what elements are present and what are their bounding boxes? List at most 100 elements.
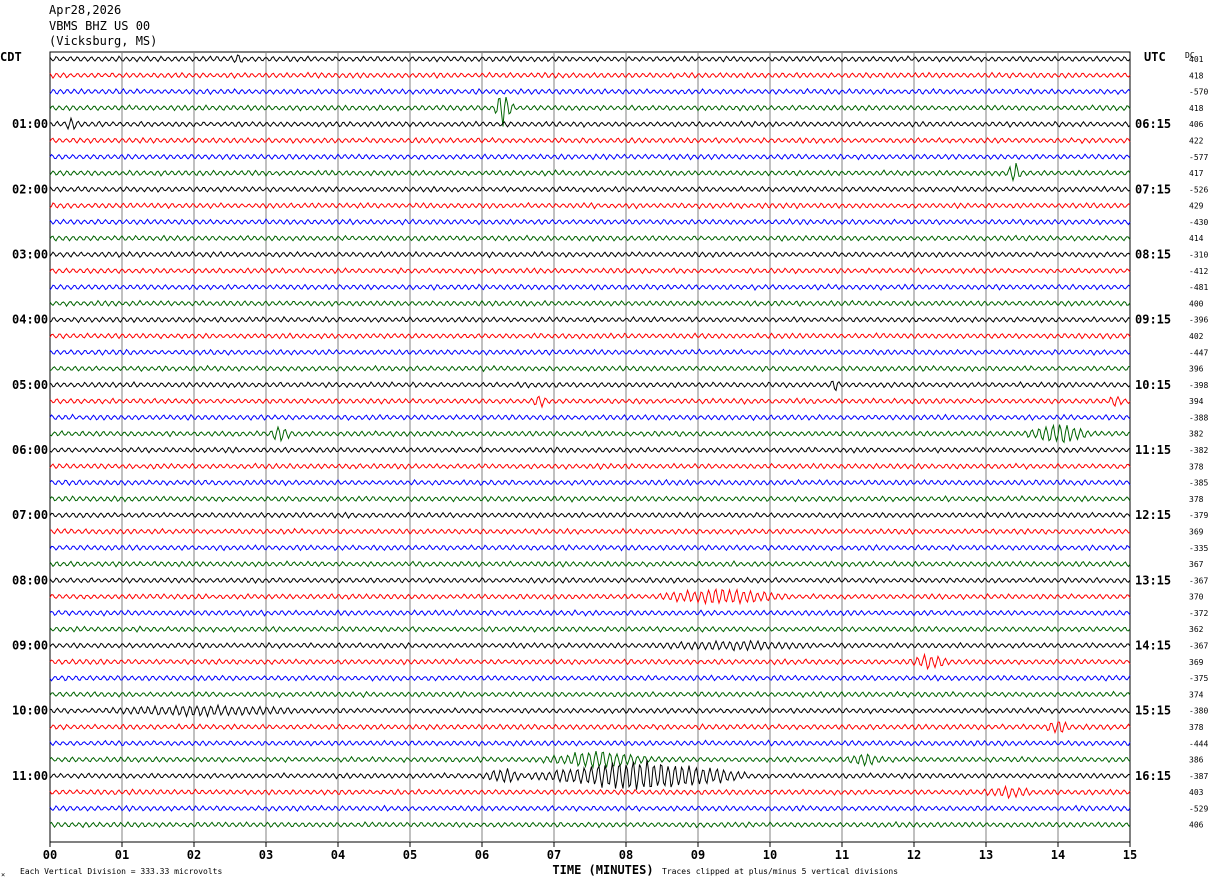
dc-offset-label: -372 [1189, 609, 1208, 618]
x-tick-label: 05 [403, 848, 417, 862]
dc-offset-label: -430 [1189, 218, 1208, 227]
dc-offset-label: -529 [1189, 804, 1208, 813]
seismic-trace [49, 720, 1131, 734]
dc-offset-label: -577 [1189, 153, 1208, 162]
x-tick-label: 02 [187, 848, 201, 862]
dc-offset-label: -380 [1189, 707, 1208, 716]
dc-offset-label: 418 [1189, 71, 1204, 80]
dc-offset-label: -310 [1189, 251, 1208, 260]
dc-offset-label: 382 [1189, 430, 1204, 439]
right-hour-label: 11:15 [1135, 443, 1171, 457]
seismic-trace [49, 560, 1131, 568]
x-tick-label: 09 [691, 848, 705, 862]
seismic-trace [49, 283, 1131, 291]
dc-offset-label: -335 [1189, 544, 1208, 553]
dc-offset-label: 403 [1189, 788, 1204, 797]
seismic-trace [49, 652, 1131, 671]
dc-offset-label: 406 [1189, 120, 1204, 129]
right-hour-label: 10:15 [1135, 378, 1171, 392]
left-timezone-label: CDT [0, 50, 22, 64]
x-axis-title: TIME (MINUTES) [552, 863, 653, 877]
dc-offset-label: 394 [1189, 397, 1204, 406]
x-tick-label: 07 [547, 848, 561, 862]
left-hour-label: 02:00 [12, 182, 48, 196]
seismic-trace [49, 759, 1131, 790]
corner-mark: × [1, 871, 6, 879]
dc-offset-label: 414 [1189, 234, 1204, 243]
seismic-trace [49, 543, 1131, 552]
dc-offset-label: 374 [1189, 690, 1204, 699]
x-tick-label: 14 [1051, 848, 1065, 862]
x-tick-label: 08 [619, 848, 633, 862]
left-hour-label: 04:00 [12, 313, 48, 327]
left-hour-label: 08:00 [12, 573, 48, 587]
left-hour-label: 07:00 [12, 508, 48, 522]
right-hour-label: 14:15 [1135, 639, 1171, 653]
seismic-trace [49, 364, 1131, 373]
seismic-trace [49, 218, 1131, 226]
dc-offset-label: -367 [1189, 642, 1208, 651]
seismic-trace [49, 250, 1131, 259]
dc-offset-label: 418 [1189, 104, 1204, 113]
station-code-text: VBMS BHZ US 00 [49, 18, 151, 33]
dc-offset-label: 402 [1189, 332, 1204, 341]
right-timezone-label: UTC [1144, 50, 1166, 64]
seismic-trace [49, 423, 1131, 444]
left-hour-label: 06:00 [12, 443, 48, 457]
seismic-trace [49, 136, 1131, 145]
seismic-trace [49, 820, 1131, 829]
left-hour-label: 09:00 [12, 639, 48, 653]
seismic-trace [49, 690, 1131, 699]
x-tick-label: 11 [835, 848, 849, 862]
seismic-trace [49, 446, 1131, 454]
dc-offset-label: 378 [1189, 723, 1204, 732]
seismic-trace [49, 315, 1131, 324]
station-location-text: (Vicksburg, MS) [49, 34, 158, 48]
seismic-trace [49, 185, 1131, 193]
seismic-trace [49, 527, 1131, 536]
x-tick-label: 10 [763, 848, 777, 862]
clipping-note: Traces clipped at plus/minus 5 vertical … [662, 867, 899, 876]
dc-offset-label: -398 [1189, 381, 1208, 390]
dc-offset-label: 378 [1189, 495, 1204, 504]
right-hour-label: 12:15 [1135, 508, 1171, 522]
seismic-trace [49, 739, 1131, 747]
dc-offset-label: 369 [1189, 527, 1204, 536]
x-tick-label: 06 [475, 848, 489, 862]
dc-offset-label: 370 [1189, 593, 1204, 602]
right-hour-label: 09:15 [1135, 313, 1171, 327]
left-hour-label: 11:00 [12, 769, 48, 783]
dc-offset-label: -447 [1189, 348, 1208, 357]
seismic-trace [49, 299, 1131, 308]
seismic-trace [49, 87, 1131, 96]
seismic-trace [49, 71, 1131, 80]
right-hour-label: 06:15 [1135, 117, 1171, 131]
dc-offset-label: 367 [1189, 560, 1204, 569]
dc-offset-label: 386 [1189, 756, 1204, 765]
dc-offset-label: 406 [1189, 821, 1204, 830]
right-hour-label: 07:15 [1135, 182, 1171, 196]
date-text: Apr28,2026 [49, 3, 122, 17]
x-tick-label: 03 [259, 848, 273, 862]
x-tick-label: 01 [115, 848, 129, 862]
seismic-trace [49, 116, 1131, 131]
seismic-trace [49, 413, 1131, 422]
seismic-trace [49, 162, 1131, 183]
seismic-trace [49, 332, 1131, 340]
dc-offset-label: -526 [1189, 185, 1208, 194]
seismic-trace [49, 267, 1131, 275]
x-tick-label: 04 [331, 848, 345, 862]
x-tick-label: 00 [43, 848, 57, 862]
dc-offset-label: -481 [1189, 283, 1208, 292]
dc-offset-label: 369 [1189, 658, 1204, 667]
dc-offset-label: -379 [1189, 511, 1208, 520]
seismic-trace [49, 750, 1131, 770]
left-hour-label: 10:00 [12, 704, 48, 718]
dc-offset-label: -375 [1189, 674, 1208, 683]
dc-offset-label: -412 [1189, 267, 1208, 276]
seismic-trace [49, 703, 1131, 719]
dc-header: DC [1185, 51, 1195, 60]
vertical-division-note: Each Vertical Division = 333.33 microvol… [20, 867, 223, 876]
seismic-trace [49, 625, 1131, 633]
